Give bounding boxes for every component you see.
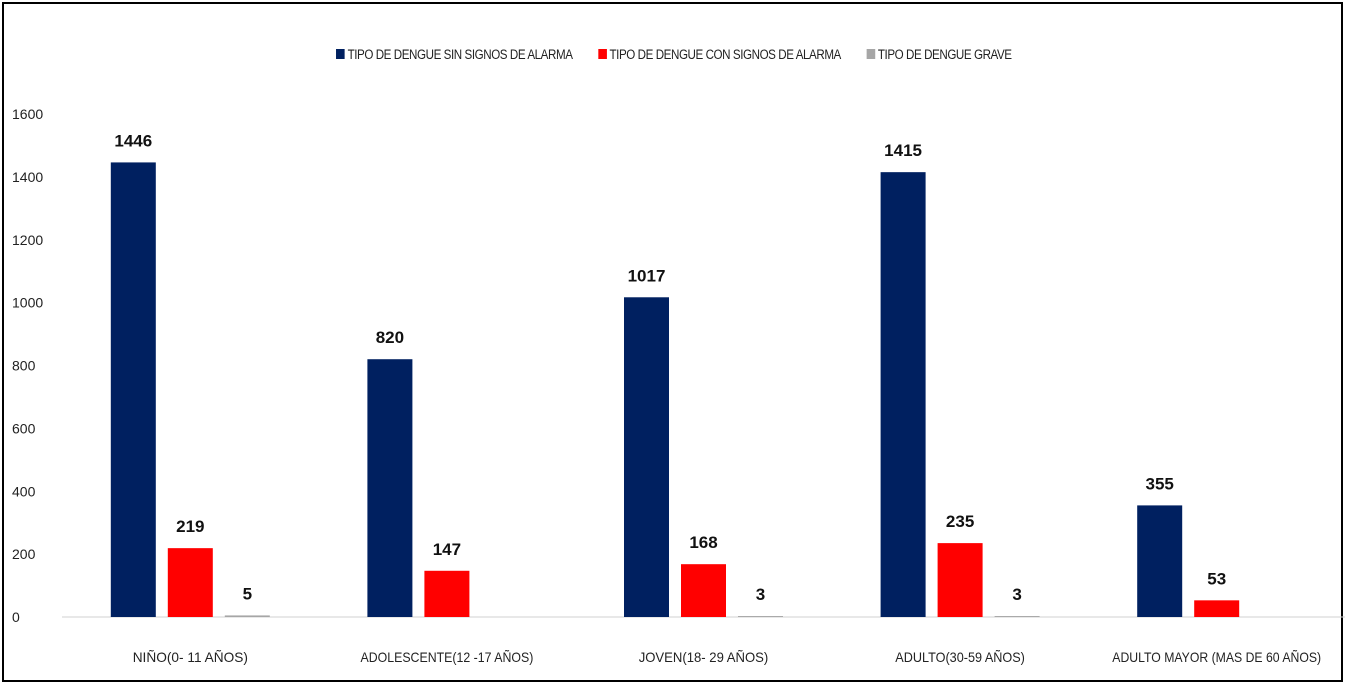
data-label: 820 [376,328,404,347]
bar [994,616,1040,617]
y-tick-label: 200 [12,546,36,562]
data-label: 235 [946,512,974,531]
data-label: 147 [433,540,461,559]
category-label: ADOLESCENTE(12 -17 AÑOS) [361,649,534,665]
bar [624,297,669,617]
legend-swatch-sin-signos [336,49,345,59]
data-label: 5 [243,584,252,603]
data-label: 219 [176,517,204,536]
category-label: JOVEN(18- 29 AÑOS) [639,649,769,665]
category-label: NIÑO(0- 11 AÑOS) [133,649,248,665]
bar [110,162,156,617]
y-tick-label: 1400 [12,169,43,185]
bar [1137,505,1183,617]
data-label: 1415 [884,141,922,160]
bar [681,564,726,617]
y-tick-label: 0 [12,609,20,625]
bar [167,548,213,617]
legend: TIPO DE DENGUE SIN SIGNOS DE ALARMA TIPO… [94,44,1253,64]
data-label: 53 [1207,569,1226,588]
y-tick-label: 1200 [12,232,43,248]
y-tick-label: 1000 [12,295,43,311]
data-label: 3 [1012,585,1021,604]
data-label: 168 [689,533,717,552]
bar [1194,600,1240,617]
bar [224,615,270,617]
data-label: 1017 [628,266,666,285]
data-label: 1446 [114,131,152,150]
bar [367,359,413,617]
y-tick-label: 800 [12,358,36,374]
legend-item-sin-signos: TIPO DE DENGUE SIN SIGNOS DE ALARMA [336,44,573,64]
data-label: 3 [756,585,765,604]
legend-swatch-con-signos [598,49,607,59]
bar [937,543,983,617]
legend-swatch-grave [866,49,876,59]
legend-label-grave: TIPO DE DENGUE GRAVE [877,46,1012,62]
legend-label-sin-signos: TIPO DE DENGUE SIN SIGNOS DE ALARMA [347,46,573,62]
y-tick-label: 1600 [12,106,43,122]
data-label: 355 [1146,474,1174,493]
legend-item-grave: TIPO DE DENGUE GRAVE [866,44,1012,64]
legend-label-con-signos: TIPO DE DENGUE CON SIGNOS DE ALARMA [609,46,841,62]
y-tick-label: 400 [12,483,36,499]
category-label: ADULTO MAYOR (MAS DE 60 AÑOS) [1112,649,1321,665]
category-label: ADULTO(30-59 AÑOS) [895,649,1025,665]
y-tick-label: 600 [12,420,36,436]
bar [738,616,783,617]
bar [880,172,926,618]
legend-item-con-signos: TIPO DE DENGUE CON SIGNOS DE ALARMA [598,44,841,64]
bar [424,570,470,617]
